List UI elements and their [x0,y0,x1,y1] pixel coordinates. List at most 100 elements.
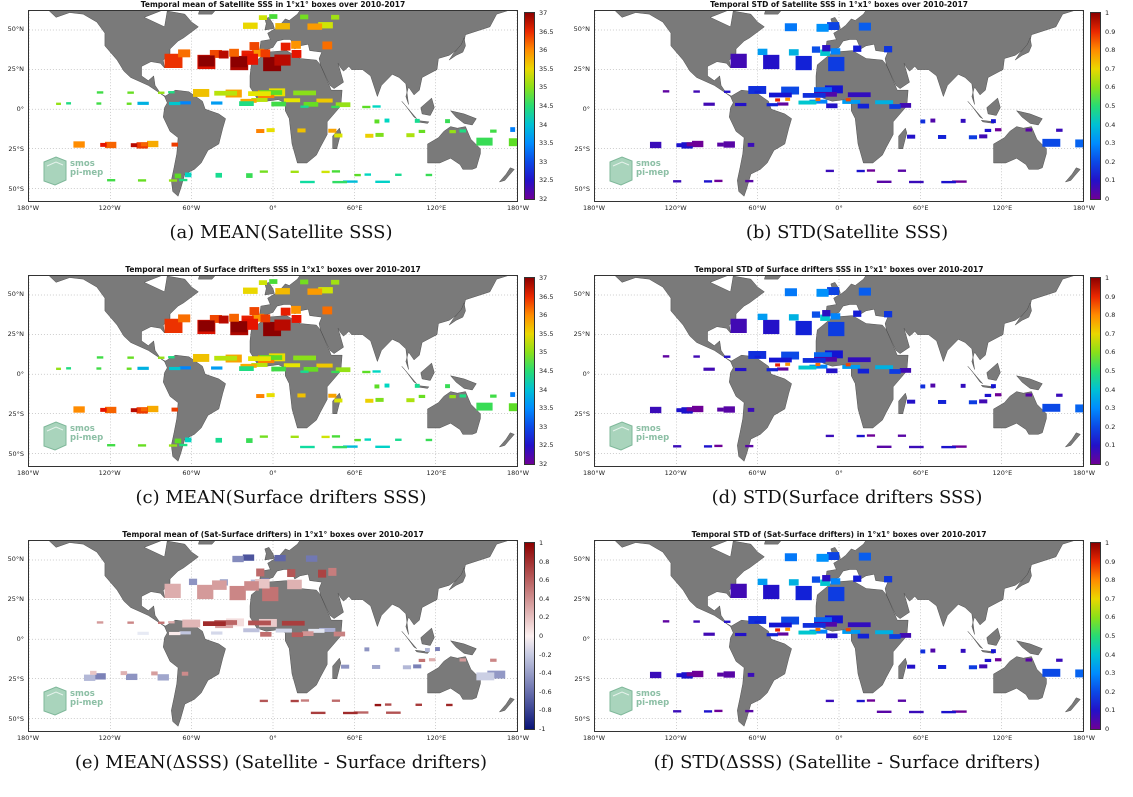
data-cell [331,435,341,438]
data-cell [857,368,870,374]
data-cell [96,91,104,94]
data-cell [283,363,301,368]
data-cell [827,552,840,560]
latitude-label: 0° [582,635,590,644]
sss-data-patch [240,362,333,368]
sss-data-patch [418,394,497,399]
data-cell [768,357,792,363]
landmass [49,11,199,97]
longitude-label: 0° [835,204,843,212]
sss-data-patch [662,355,762,359]
data-cell [328,128,337,133]
data-cell [1056,393,1063,397]
data-cell [316,98,333,103]
data-cell [960,383,966,388]
data-cell [692,670,704,678]
data-cell [899,633,912,638]
data-cell [232,555,244,563]
data-cell [300,14,309,20]
longitude-label: 60°E [346,204,363,212]
data-cell [239,366,254,371]
data-cell [297,128,306,133]
data-cell [354,173,361,177]
data-cell [907,399,916,404]
landmass [825,541,1074,635]
sss-data-patch [96,621,175,624]
logo-text: smos pi-mep [636,159,670,178]
data-cell [214,90,238,96]
colorbar-tick-label: 33.5 [539,404,554,413]
data-cell [889,104,901,109]
landmass [264,282,275,296]
colorbar-tick-label: 0.5 [1105,367,1116,375]
landmass [259,541,508,635]
data-cell [798,365,817,370]
colorbar-tick-label: -0.6 [539,687,552,696]
data-cell [260,314,271,323]
data-cell [714,709,723,713]
landmass [49,276,199,362]
data-cell [820,314,830,321]
colorbar-tick-label: 0.2 [1105,157,1116,166]
latitude-label: 50°S [8,450,24,459]
landmass [898,657,908,679]
data-cell [795,585,812,601]
data-cell [104,141,117,149]
latitude-label: 0° [16,370,24,379]
panel-caption: (c) MEAN(Surface drifters SSS) [135,487,427,508]
sss-data-patch [240,97,333,103]
sss-data-patch [198,318,291,333]
data-cell [876,445,892,448]
data-cell [662,90,670,93]
data-cell [826,103,838,109]
sss-data-patch [256,393,337,399]
sss-data-patch [1042,403,1083,413]
data-cell [364,438,371,441]
data-cell [686,407,694,412]
data-cell [930,118,936,123]
data-cell [979,399,988,404]
colorbar-tick-label: 0.8 [539,557,550,566]
landmass [825,11,1074,105]
data-cell [735,367,747,372]
data-cell [341,664,350,669]
data-cell [209,314,223,323]
data-cell [171,142,178,147]
data-cell [249,307,260,315]
colorbar-tick-label: 0.9 [1105,27,1116,36]
sss-data-patch [825,434,907,438]
sss-data-patch [907,399,988,405]
landmass [898,392,908,414]
colorbar-tick-label: 35 [539,348,548,357]
longitude-label: 120°E [992,204,1013,212]
data-cell [673,710,682,713]
data-cell [303,101,319,107]
data-cell [1056,128,1063,132]
data-cell [510,392,516,397]
colorbar-tick-label: 0.6 [539,576,550,585]
colorbar-tick-label: -0.8 [539,706,552,715]
data-cell [300,105,309,108]
data-cell [920,384,926,389]
data-cell [290,435,299,438]
sss-data-patch [811,575,893,583]
colorbar-tick-label: 32 [539,195,548,203]
data-cell [990,649,996,654]
data-cell [990,119,996,124]
data-cell [94,673,106,680]
data-cell [909,445,924,449]
data-cell [785,97,791,101]
data-cell [414,383,420,388]
landmass [729,619,792,727]
sss-data-patch [1042,138,1083,148]
data-cell [754,620,762,624]
sss-data-patch [510,127,516,132]
data-cell [842,364,861,369]
data-cell [384,118,390,123]
landmass [420,627,435,646]
data-cell [179,366,191,370]
data-cell [96,621,104,624]
longitude-label: 60°E [912,734,929,742]
data-cell [274,54,291,66]
data-cell [126,102,132,105]
